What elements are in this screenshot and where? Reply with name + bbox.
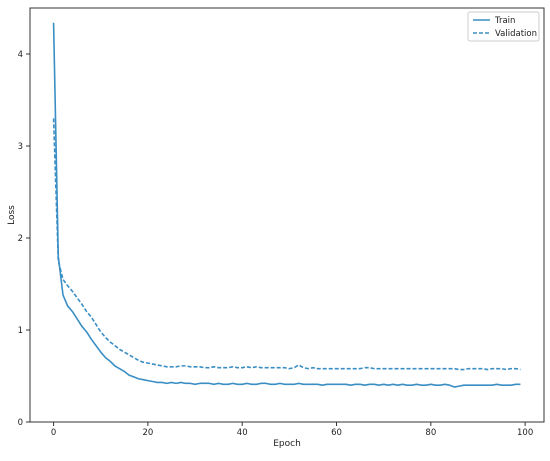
legend: Train Validation xyxy=(467,11,540,42)
series-layer xyxy=(52,22,521,388)
x-axis-ticks: 0 20 40 60 80 100 xyxy=(51,422,533,438)
x-tick-label: 100 xyxy=(517,428,533,438)
y-tick-label: 0 xyxy=(18,418,23,428)
x-tick-label: 20 xyxy=(142,428,153,438)
x-tick-label: 80 xyxy=(425,428,436,438)
legend-validation-label: Validation xyxy=(495,29,537,39)
y-tick-label: 2 xyxy=(18,234,23,244)
y-tick-label: 3 xyxy=(18,142,23,152)
y-axis-ticks: 0 1 2 3 4 xyxy=(18,50,30,428)
x-tick-label: 0 xyxy=(51,428,56,438)
y-tick-label: 1 xyxy=(18,326,23,336)
x-tick-label: 60 xyxy=(331,428,342,438)
plot-frame xyxy=(29,7,545,423)
x-axis-label: Epoch xyxy=(273,439,301,449)
series-line-validation xyxy=(52,118,521,371)
series-line-train xyxy=(52,22,521,388)
y-axis-label: Loss xyxy=(7,205,17,225)
y-tick-label: 4 xyxy=(18,50,23,60)
x-tick-label: 40 xyxy=(237,428,248,438)
legend-train-label: Train xyxy=(494,16,515,26)
